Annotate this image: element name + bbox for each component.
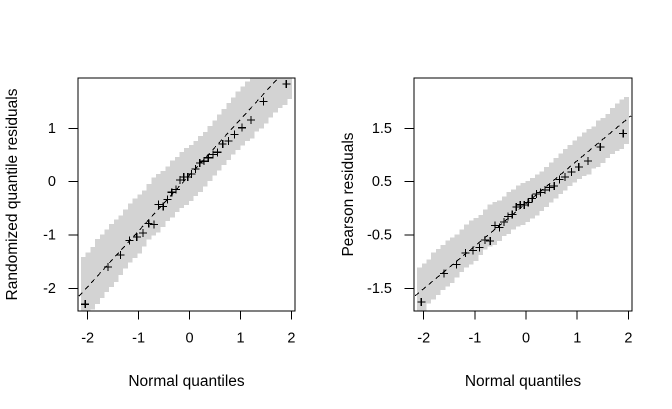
svg-text:-0.5: -0.5: [367, 227, 392, 243]
svg-text:0.5: 0.5: [372, 174, 392, 190]
svg-text:2: 2: [624, 331, 632, 347]
svg-text:0: 0: [522, 331, 530, 347]
svg-text:-1.5: -1.5: [367, 281, 392, 297]
svg-text:Pearson residuals: Pearson residuals: [340, 132, 357, 256]
svg-text:1: 1: [573, 331, 581, 347]
svg-text:-1: -1: [468, 331, 481, 347]
svg-text:-2: -2: [417, 331, 430, 347]
svg-text:Normal quantiles: Normal quantiles: [465, 373, 582, 390]
svg-text:1.5: 1.5: [372, 121, 392, 137]
